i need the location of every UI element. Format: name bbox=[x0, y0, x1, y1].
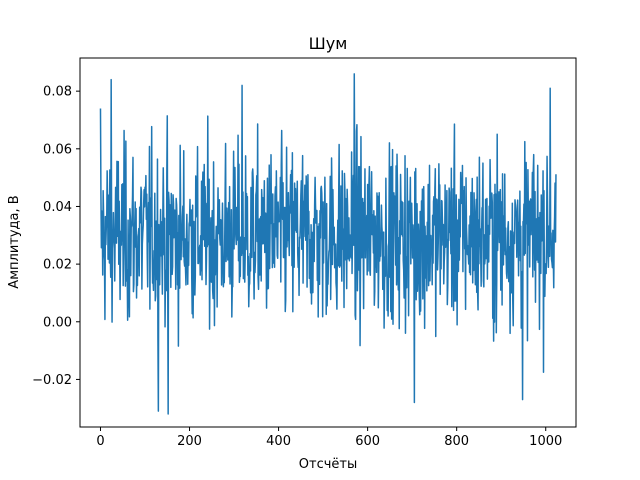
x-tick-label: 800 bbox=[444, 434, 469, 449]
x-tick-label: 200 bbox=[177, 434, 202, 449]
axes-frame bbox=[79, 57, 577, 428]
y-tick-label: 0.08 bbox=[43, 85, 72, 100]
x-axis-ticks: 0 200 400 600 800 1000 bbox=[96, 427, 562, 449]
y-tick-label: 0.04 bbox=[43, 200, 72, 215]
x-tick-label: 400 bbox=[266, 434, 291, 449]
plot-area bbox=[80, 58, 576, 427]
y-tick-label: 0.00 bbox=[43, 315, 72, 330]
x-tick-label: 0 bbox=[96, 434, 104, 449]
y-tick-label: −0.02 bbox=[32, 373, 72, 388]
chart-title: Шум bbox=[309, 34, 348, 53]
x-axis-label: Отсчёты bbox=[299, 457, 357, 472]
y-axis-ticks: −0.02 0.00 0.02 0.04 0.06 0.08 bbox=[32, 85, 80, 388]
y-tick-label: 0.02 bbox=[43, 258, 72, 273]
y-tick-label: 0.06 bbox=[43, 142, 72, 157]
x-tick-label: 600 bbox=[355, 434, 380, 449]
y-axis-label: Амплитуда, В bbox=[7, 195, 22, 288]
noise-series-line bbox=[99, 73, 557, 415]
x-tick-label: 1000 bbox=[529, 434, 562, 449]
